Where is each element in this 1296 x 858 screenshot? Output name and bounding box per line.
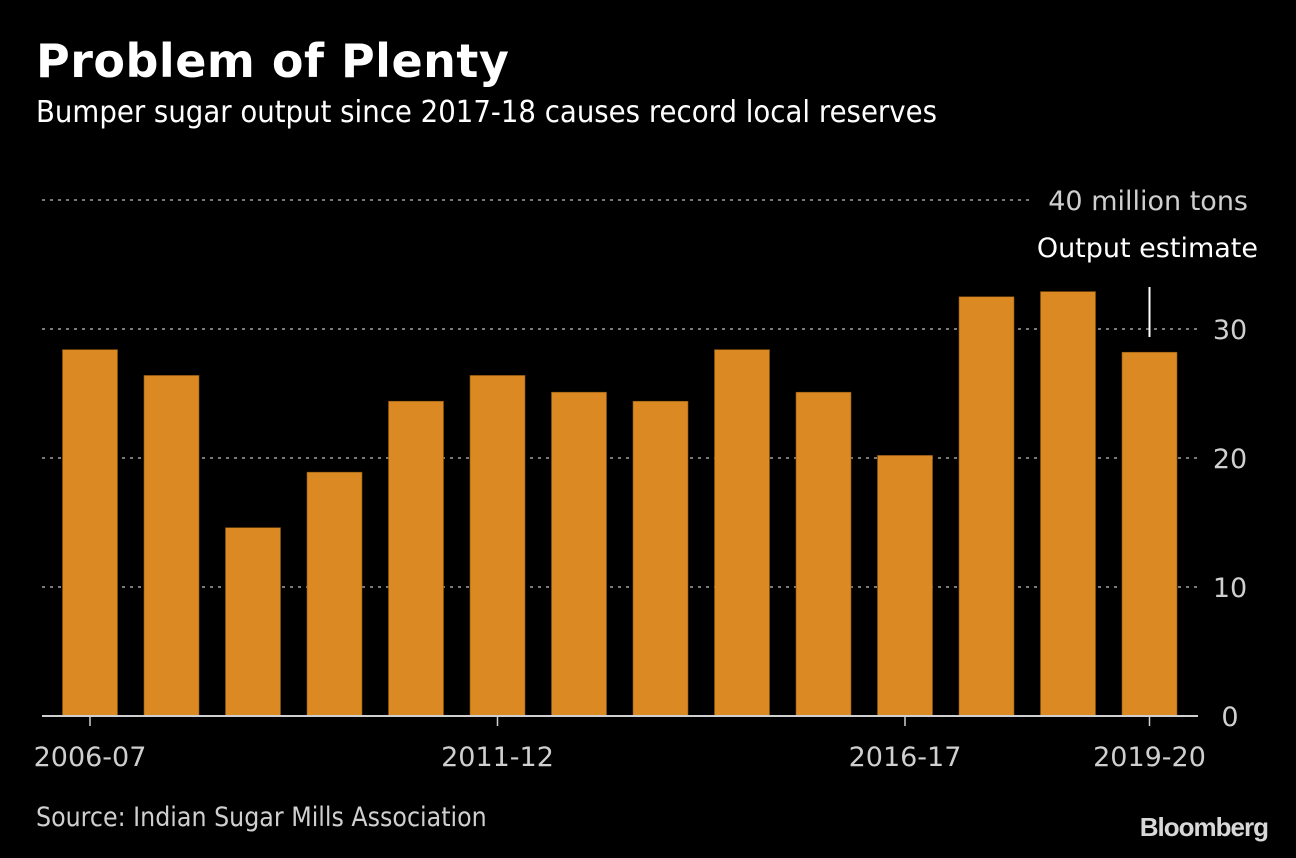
bar-2015-16 (795, 391, 852, 717)
bar-2018-19 (1040, 291, 1096, 717)
labels: 0 10 20 30 40 million tons 2006-07 2011-12 2016… (34, 186, 1258, 773)
axes (42, 287, 1198, 726)
bar-2019-20 (1121, 351, 1178, 717)
source-note: Source: Indian Sugar Mills Association (36, 802, 487, 833)
bar-2016-17 (877, 455, 933, 717)
bars (62, 291, 1178, 717)
bar-2011-12 (469, 375, 526, 717)
y-tick-label-10: 10 (1213, 573, 1247, 604)
bar-2010-11 (388, 400, 444, 717)
gridlines (42, 199, 1198, 588)
chart-title: Problem of Plenty (36, 34, 510, 88)
x-tick-label-2016-17: 2016-17 (849, 742, 962, 773)
bar-2013-14 (632, 400, 689, 717)
bar-2007-08 (143, 375, 200, 717)
bar-2009-10 (306, 471, 363, 717)
bar-2008-09 (225, 527, 281, 717)
bloomberg-logo: Bloomberg (1139, 812, 1269, 842)
y-tick-label-40: 40 million tons (1048, 186, 1248, 217)
bar-2014-15 (714, 349, 770, 717)
bar-2006-07 (62, 349, 118, 717)
chart-subtitle: Bumper sugar output since 2017-18 causes… (36, 95, 937, 130)
x-tick-label-2011-12: 2011-12 (441, 742, 554, 773)
bar-2017-18 (958, 296, 1015, 717)
y-tick-label-20: 20 (1213, 444, 1247, 475)
annotation-label: Output estimate (1037, 233, 1258, 264)
x-tick-label-2019-20: 2019-20 (1093, 742, 1206, 773)
x-tick-label-2006-07: 2006-07 (34, 742, 147, 773)
bar-2012-13 (551, 391, 607, 717)
y-tick-label-0: 0 (1221, 702, 1238, 733)
y-tick-label-30: 30 (1213, 315, 1247, 346)
